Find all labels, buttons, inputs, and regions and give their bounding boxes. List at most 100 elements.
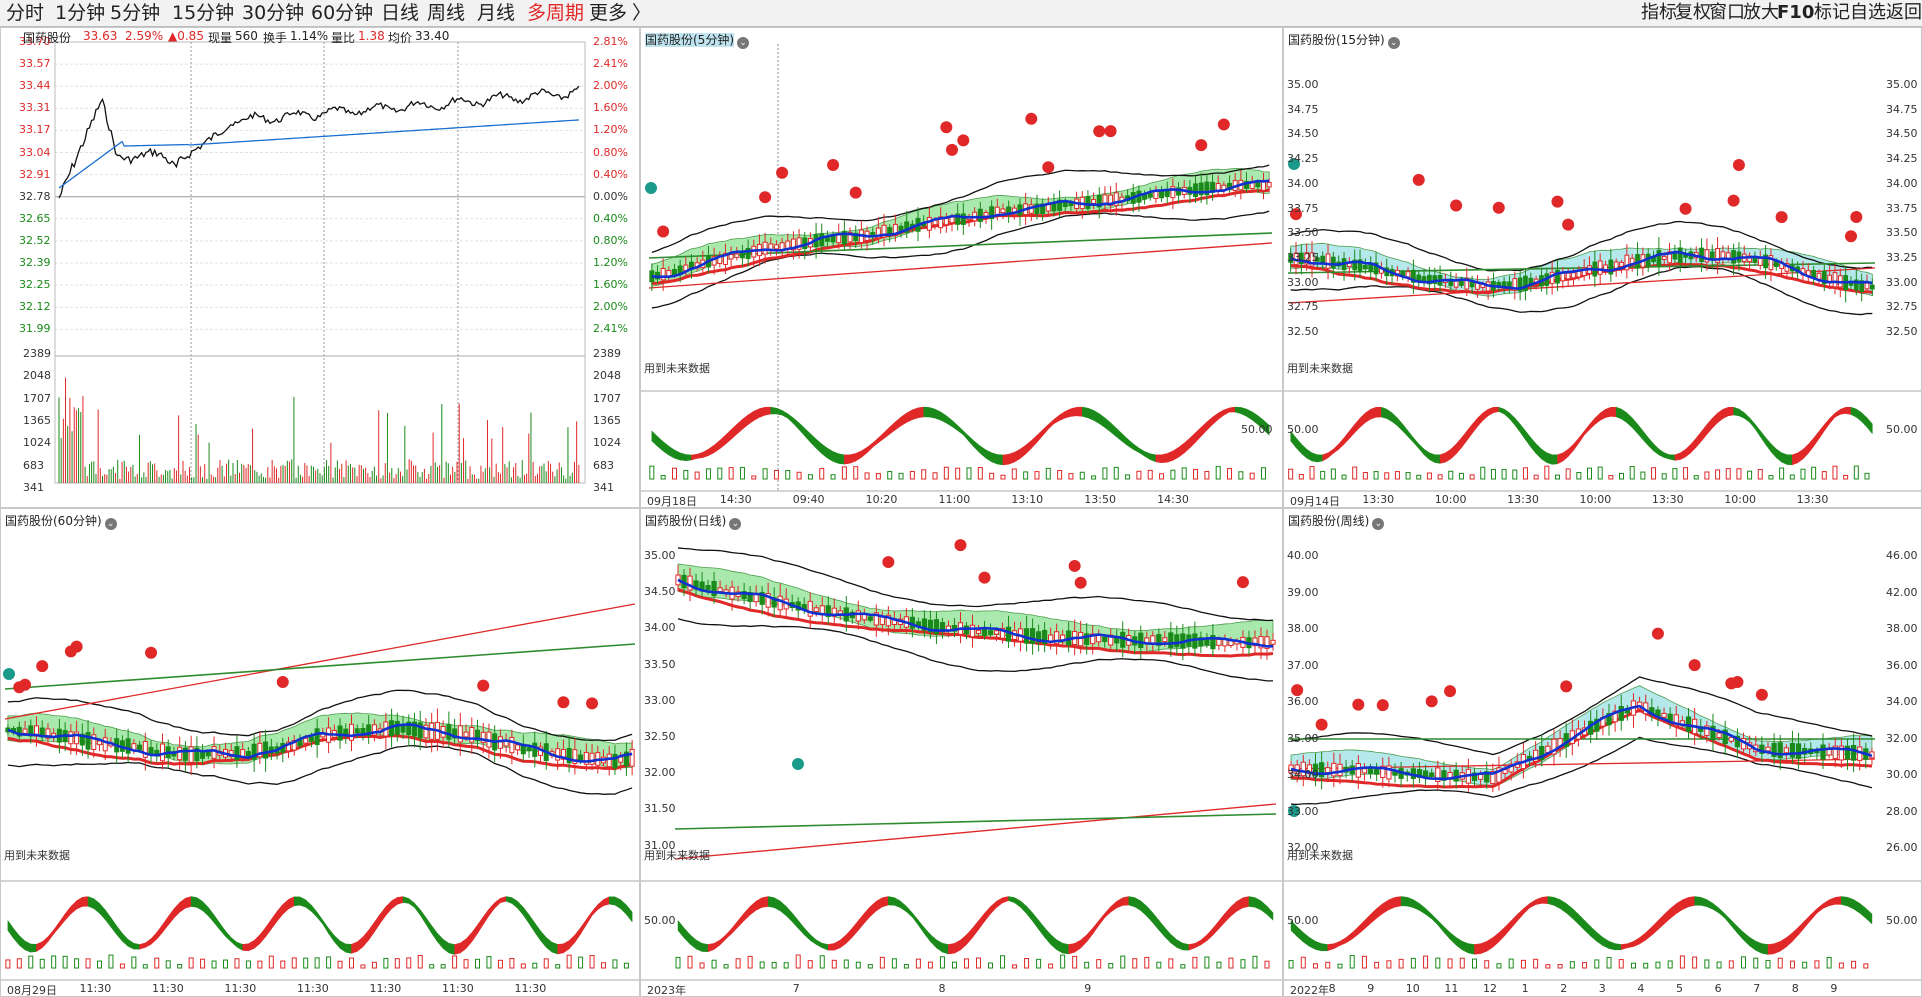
candle-body	[1057, 199, 1063, 211]
intraday-chart-canvas[interactable]	[1, 28, 640, 508]
tab-daily[interactable]: 日线	[381, 2, 420, 24]
oscillator-ribbon	[1321, 943, 1328, 952]
oscillator-ribbon	[1845, 406, 1852, 415]
chevron-down-icon[interactable]: ⌄	[104, 518, 117, 530]
chevron-down-icon[interactable]: ⌄	[1372, 518, 1385, 530]
oscillator-ribbon	[1242, 896, 1250, 909]
kline-chart-5min[interactable]	[641, 28, 1283, 508]
btn-window[interactable]: 窗口	[1709, 2, 1745, 23]
price-axis-tick: 38.00	[1287, 622, 1319, 635]
oscillator-ribbon	[127, 938, 135, 950]
tab-1min[interactable]: 1分钟	[55, 2, 106, 24]
histogram-bar	[728, 467, 734, 480]
tab-5min[interactable]: 5分钟	[110, 2, 161, 24]
histogram-bar	[1533, 474, 1539, 480]
histogram-bar	[1619, 472, 1625, 480]
oscillator-ribbon	[87, 896, 95, 909]
btn-back[interactable]: 返回	[1886, 2, 1922, 23]
histogram-bar	[1313, 963, 1319, 969]
oscillator-ribbon	[1761, 943, 1769, 955]
oscillator-ribbon	[437, 932, 444, 950]
oscillator-ribbon	[1104, 417, 1111, 433]
candle-body	[1102, 636, 1108, 643]
oscillator-ribbon	[1082, 406, 1089, 419]
candle-body	[1608, 259, 1614, 275]
oscillator-ribbon	[840, 934, 847, 949]
btn-adjust[interactable]: 复权	[1675, 2, 1711, 23]
tab-30min[interactable]: 30分钟	[242, 2, 305, 24]
chart-panel-5min[interactable]: 国药股份(5分钟) ⌄ 用到未来数据 50.00 09月18日 14:30 09:40…	[640, 27, 1283, 508]
histogram-bar	[939, 956, 945, 969]
kline-chart-15min[interactable]	[1284, 28, 1922, 508]
oscillator-ribbon	[213, 914, 221, 931]
oscillator-ribbon	[872, 437, 879, 448]
candle-body	[1176, 187, 1182, 196]
tab-more[interactable]: 更多	[589, 2, 628, 24]
chevron-down-icon[interactable]: ⌄	[737, 37, 749, 49]
chart-panel-15min[interactable]: 国药股份(15分钟) ⌄ 用到未来数据 50.00 50.00 09月14日 13:…	[1283, 27, 1922, 508]
tab-15min[interactable]: 15分钟	[172, 2, 235, 24]
btn-mark[interactable]: 标记	[1814, 2, 1850, 23]
oscillator-ribbon	[116, 925, 123, 943]
histogram-bar	[1469, 474, 1475, 480]
intraday-chart-panel[interactable]: 国药股份 33.63 2.59% ▲0.85 现量 560 换手 1.14% 量…	[0, 27, 640, 508]
chevron-down-icon[interactable]: ⌄	[729, 518, 742, 530]
kline-chart-weekly[interactable]	[1284, 509, 1922, 997]
avg-price-line	[58, 119, 579, 189]
tab-timeshare[interactable]: 分时	[6, 2, 45, 24]
oscillator-ribbon	[259, 926, 266, 945]
btn-zoom[interactable]: 放大	[1743, 2, 1779, 23]
candle-body	[308, 736, 314, 742]
chevron-down-icon[interactable]: ⌄	[1387, 37, 1400, 49]
histogram-bar	[1704, 959, 1710, 969]
oscillator-ribbon	[1695, 430, 1702, 448]
oscillator-ribbon	[997, 454, 1004, 466]
oscillator-ribbon	[1498, 406, 1505, 415]
kline-chart-daily[interactable]	[641, 509, 1283, 997]
histogram-bar	[785, 470, 791, 480]
tab-60min[interactable]: 60分钟	[311, 2, 374, 24]
chart-panel-daily[interactable]: 国药股份(日线) ⌄ 用到未来数据 50.00 2023年 7 8 9 35.00 34.…	[640, 508, 1283, 997]
candle-body	[1618, 705, 1624, 721]
time-axis-tick: 12	[1483, 982, 1497, 995]
oscillator-ribbon	[695, 939, 703, 952]
price-axis-tick: 39.00	[1287, 585, 1319, 599]
oscillator-ribbon	[70, 900, 77, 915]
candle-body	[417, 722, 423, 739]
oscillator-ribbon	[208, 906, 215, 924]
time-axis-tick: 10	[1405, 982, 1420, 995]
btn-indicator[interactable]: 指标	[1641, 2, 1677, 23]
volume-ratio: 1.38	[358, 29, 385, 43]
tab-monthly[interactable]: 月线	[477, 2, 516, 24]
oscillator-ribbon	[1116, 427, 1123, 442]
tab-multi-period[interactable]: 多周期	[527, 2, 585, 24]
oscillator-ribbon	[1631, 417, 1638, 435]
chevron-right-icon[interactable]: 〉	[632, 2, 652, 24]
chart-panel-60min[interactable]: 国药股份(60分钟) ⌄ 用到未来数据 08月29日 11:30 11:30 11:30…	[0, 508, 640, 997]
boll-lower-line	[651, 210, 1270, 309]
oscillator-ribbon	[1020, 900, 1027, 915]
histogram-bar	[28, 955, 34, 969]
oscillator-ribbon	[894, 897, 901, 908]
histogram-bar	[1779, 467, 1785, 480]
oscillator-ribbon	[972, 919, 979, 939]
histogram-bar	[1091, 475, 1097, 480]
histogram-bar	[165, 960, 171, 969]
candle-body	[1523, 275, 1528, 291]
future-data-label: 用到未来数据	[644, 362, 710, 375]
btn-watchlist[interactable]: 自选	[1850, 2, 1886, 23]
oscillator-ribbon	[1834, 408, 1841, 418]
kline-chart-60min[interactable]	[1, 509, 640, 997]
oscillator-ribbon	[1620, 943, 1628, 951]
tab-weekly[interactable]: 周线	[427, 2, 466, 24]
oscillator-ribbon	[1455, 936, 1463, 951]
price-axis-tick-right: 38.00	[1886, 622, 1918, 635]
price-axis-tick: 32.50	[1287, 325, 1319, 338]
btn-f10[interactable]: F10	[1777, 2, 1815, 23]
oscillator-ribbon	[1365, 408, 1371, 424]
chart-panel-weekly[interactable]: 国药股份(周线) ⌄ 用到未来数据 50.00 50.00 2022年 8 9 10 11…	[1283, 508, 1922, 997]
oscillator-ribbon	[442, 938, 450, 954]
histogram-bar	[1437, 474, 1443, 480]
candle-body	[366, 724, 372, 737]
histogram-bar	[660, 475, 666, 480]
